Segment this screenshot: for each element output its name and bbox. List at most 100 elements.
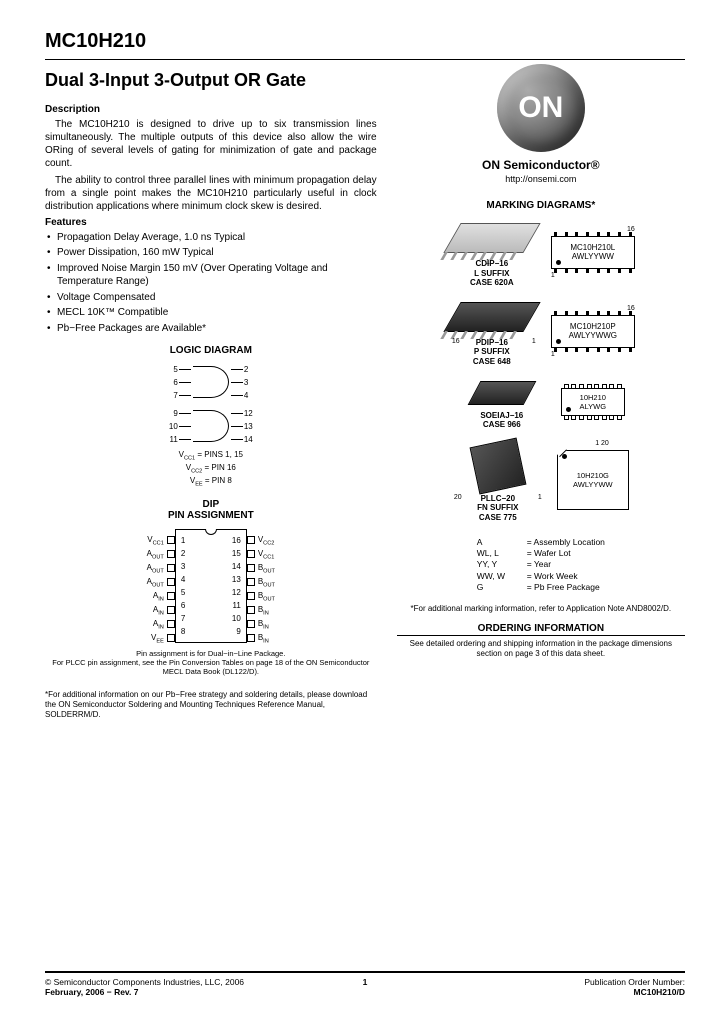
part-number: MC10H210	[45, 30, 685, 53]
marking-footnote: *For additional marking information, ref…	[397, 604, 685, 614]
code-val: = Pb Free Package	[527, 582, 600, 593]
pin-label: 3	[244, 378, 248, 387]
marking-box: 10H210 ALYWG	[561, 388, 625, 416]
package-pdip: 16 1 PDIP−16P SUFFIXCASE 648 16 MC10H210…	[397, 296, 685, 367]
marking-code-legend: A= Assembly Location WL, L= Wafer Lot YY…	[477, 537, 605, 594]
package-plcc: 20 1 PLLC−20FN SUFFIXCASE 775 1 20 10H21…	[397, 438, 685, 523]
pin-num: 7	[181, 614, 185, 623]
pin-num: 9	[236, 627, 240, 636]
marking-line: AWLYYWWG	[556, 331, 630, 341]
code-val: = Work Week	[527, 571, 578, 582]
on-logo-icon: ON	[497, 64, 585, 152]
marking-diagrams-title: MARKING DIAGRAMS*	[397, 200, 685, 211]
code-key: WL, L	[477, 548, 527, 559]
or-gate-a: 5 6 7 2 3 4	[45, 360, 377, 404]
marking-line: 10H210	[565, 393, 621, 402]
footer-copyright: © Semiconductor Components Industries, L…	[45, 977, 365, 987]
pin-num: 6	[181, 601, 185, 610]
description-heading: Description	[45, 104, 377, 115]
pin-num: 4	[181, 575, 185, 584]
page-title: Dual 3-Input 3-Output OR Gate	[45, 70, 377, 92]
pin-label: 12	[244, 409, 253, 418]
feature-item: Voltage Compensated	[47, 291, 377, 305]
ordering-section: ORDERING INFORMATION See detailed orderi…	[397, 623, 685, 658]
description-p2: The ability to control three parallel li…	[45, 174, 377, 213]
code-val: = Year	[527, 559, 551, 570]
pin-num: 1	[181, 536, 185, 545]
marking-line: AWLYYWW	[573, 480, 613, 489]
pin-label: 11	[170, 435, 178, 444]
cdip-3d-icon	[443, 223, 540, 253]
right-column: ON ON Semiconductor® http://onsemi.com M…	[397, 70, 685, 971]
page-footer: © Semiconductor Components Industries, L…	[45, 971, 685, 997]
ordering-text: See detailed ordering and shipping infor…	[397, 639, 685, 658]
logic-diagram-title: LOGIC DIAGRAM	[45, 345, 377, 356]
pin-label: 14	[244, 435, 253, 444]
marking-box: MC10H210P AWLYYWWG	[551, 315, 635, 348]
feature-item: Power Dissipation, 160 mW Typical	[47, 246, 377, 260]
features-list: Propagation Delay Average, 1.0 ns Typica…	[45, 231, 377, 336]
pin-assignment-title: DIP PIN ASSIGNMENT	[45, 499, 377, 521]
pin-label: 5	[173, 365, 177, 374]
features-section: Features Propagation Delay Average, 1.0 …	[45, 217, 377, 336]
description-p1: The MC10H210 is designed to drive up to …	[45, 118, 377, 170]
pin-num: 3	[181, 562, 185, 571]
plcc-3d-icon	[469, 437, 526, 494]
feature-item: Propagation Delay Average, 1.0 ns Typica…	[47, 231, 377, 245]
company-url: http://onsemi.com	[397, 174, 685, 184]
marking-line: MC10H210P	[556, 322, 630, 332]
soic-3d-icon	[467, 381, 536, 405]
or-gate-b: 9 10 11 12 13 14	[45, 404, 377, 448]
pin-num: 8	[181, 627, 185, 636]
code-key: WW, W	[477, 571, 527, 582]
pin-label: 4	[244, 391, 248, 400]
pin-num: 10	[232, 614, 241, 623]
package-soeiaj: SOEIAJ−16CASE 966 10H210 ALYWG	[397, 375, 685, 430]
pin-num: 5	[181, 588, 185, 597]
feature-item: MECL 10K™ Compatible	[47, 306, 377, 320]
package-label: PLLC−20FN SUFFIXCASE 775	[453, 494, 543, 523]
package-label: CDIP−16L SUFFIXCASE 620A	[447, 259, 537, 288]
marking-line: AWLYYWW	[556, 252, 630, 262]
code-key: G	[477, 582, 527, 593]
pin-num: 15	[232, 549, 241, 558]
footer-pub-number: MC10H210/D	[365, 987, 685, 997]
pin-num: 11	[233, 601, 241, 610]
footer-pub-label: Publication Order Number:	[365, 977, 685, 987]
features-heading: Features	[45, 217, 377, 228]
pin-num: 12	[232, 588, 241, 597]
ordering-title: ORDERING INFORMATION	[397, 623, 685, 636]
company-name: ON Semiconductor®	[397, 158, 685, 172]
marking-box: MC10H210L AWLYYWW	[551, 236, 635, 269]
pin-num: 2	[181, 549, 185, 558]
package-label: SOEIAJ−16CASE 966	[457, 411, 547, 430]
pin-assignment-diagram: DIP PIN ASSIGNMENT 116VCC1VCC2 215AOUTVC…	[45, 499, 377, 676]
logic-notes: VCC1 = PINS 1, 15 VCC2 = PIN 16 VEE = PI…	[45, 450, 377, 489]
marking-line: MC10H210L	[556, 243, 630, 253]
or-gate-symbol	[193, 366, 229, 398]
package-cdip: 1 CDIP−16L SUFFIXCASE 620A 16 MC10H210L …	[397, 217, 685, 288]
feature-item: Pb−Free Packages are Available*	[47, 322, 377, 336]
pdip-3d-icon	[443, 302, 540, 332]
pin-label: 13	[244, 422, 253, 431]
left-column: Dual 3-Input 3-Output OR Gate Descriptio…	[45, 70, 377, 971]
description-section: Description The MC10H210 is designed to …	[45, 104, 377, 213]
code-key: YY, Y	[477, 559, 527, 570]
dip-chip-body: 116VCC1VCC2 215AOUTVCC1 314AOUTBOUT 413A…	[175, 529, 247, 643]
brand-block: ON ON Semiconductor® http://onsemi.com	[397, 64, 685, 184]
logic-diagram: LOGIC DIAGRAM 5 6 7 2 3 4	[45, 345, 377, 489]
marking-line: ALYWG	[565, 402, 621, 411]
marking-box: 10H210G AWLYYWW	[557, 450, 629, 510]
code-key: A	[477, 537, 527, 548]
pin-label: 9	[173, 409, 177, 418]
divider	[45, 59, 685, 60]
pb-free-footnote: *For additional information on our Pb−Fr…	[45, 690, 377, 720]
pin-num: 14	[232, 562, 241, 571]
pin-label: 2	[244, 365, 248, 374]
or-gate-symbol	[193, 410, 229, 442]
code-val: = Assembly Location	[527, 537, 605, 548]
marking-line: 10H210G	[577, 471, 609, 480]
pin-num: 16	[232, 536, 241, 545]
pin-label: 6	[173, 378, 177, 387]
page-number: 1	[363, 977, 368, 987]
